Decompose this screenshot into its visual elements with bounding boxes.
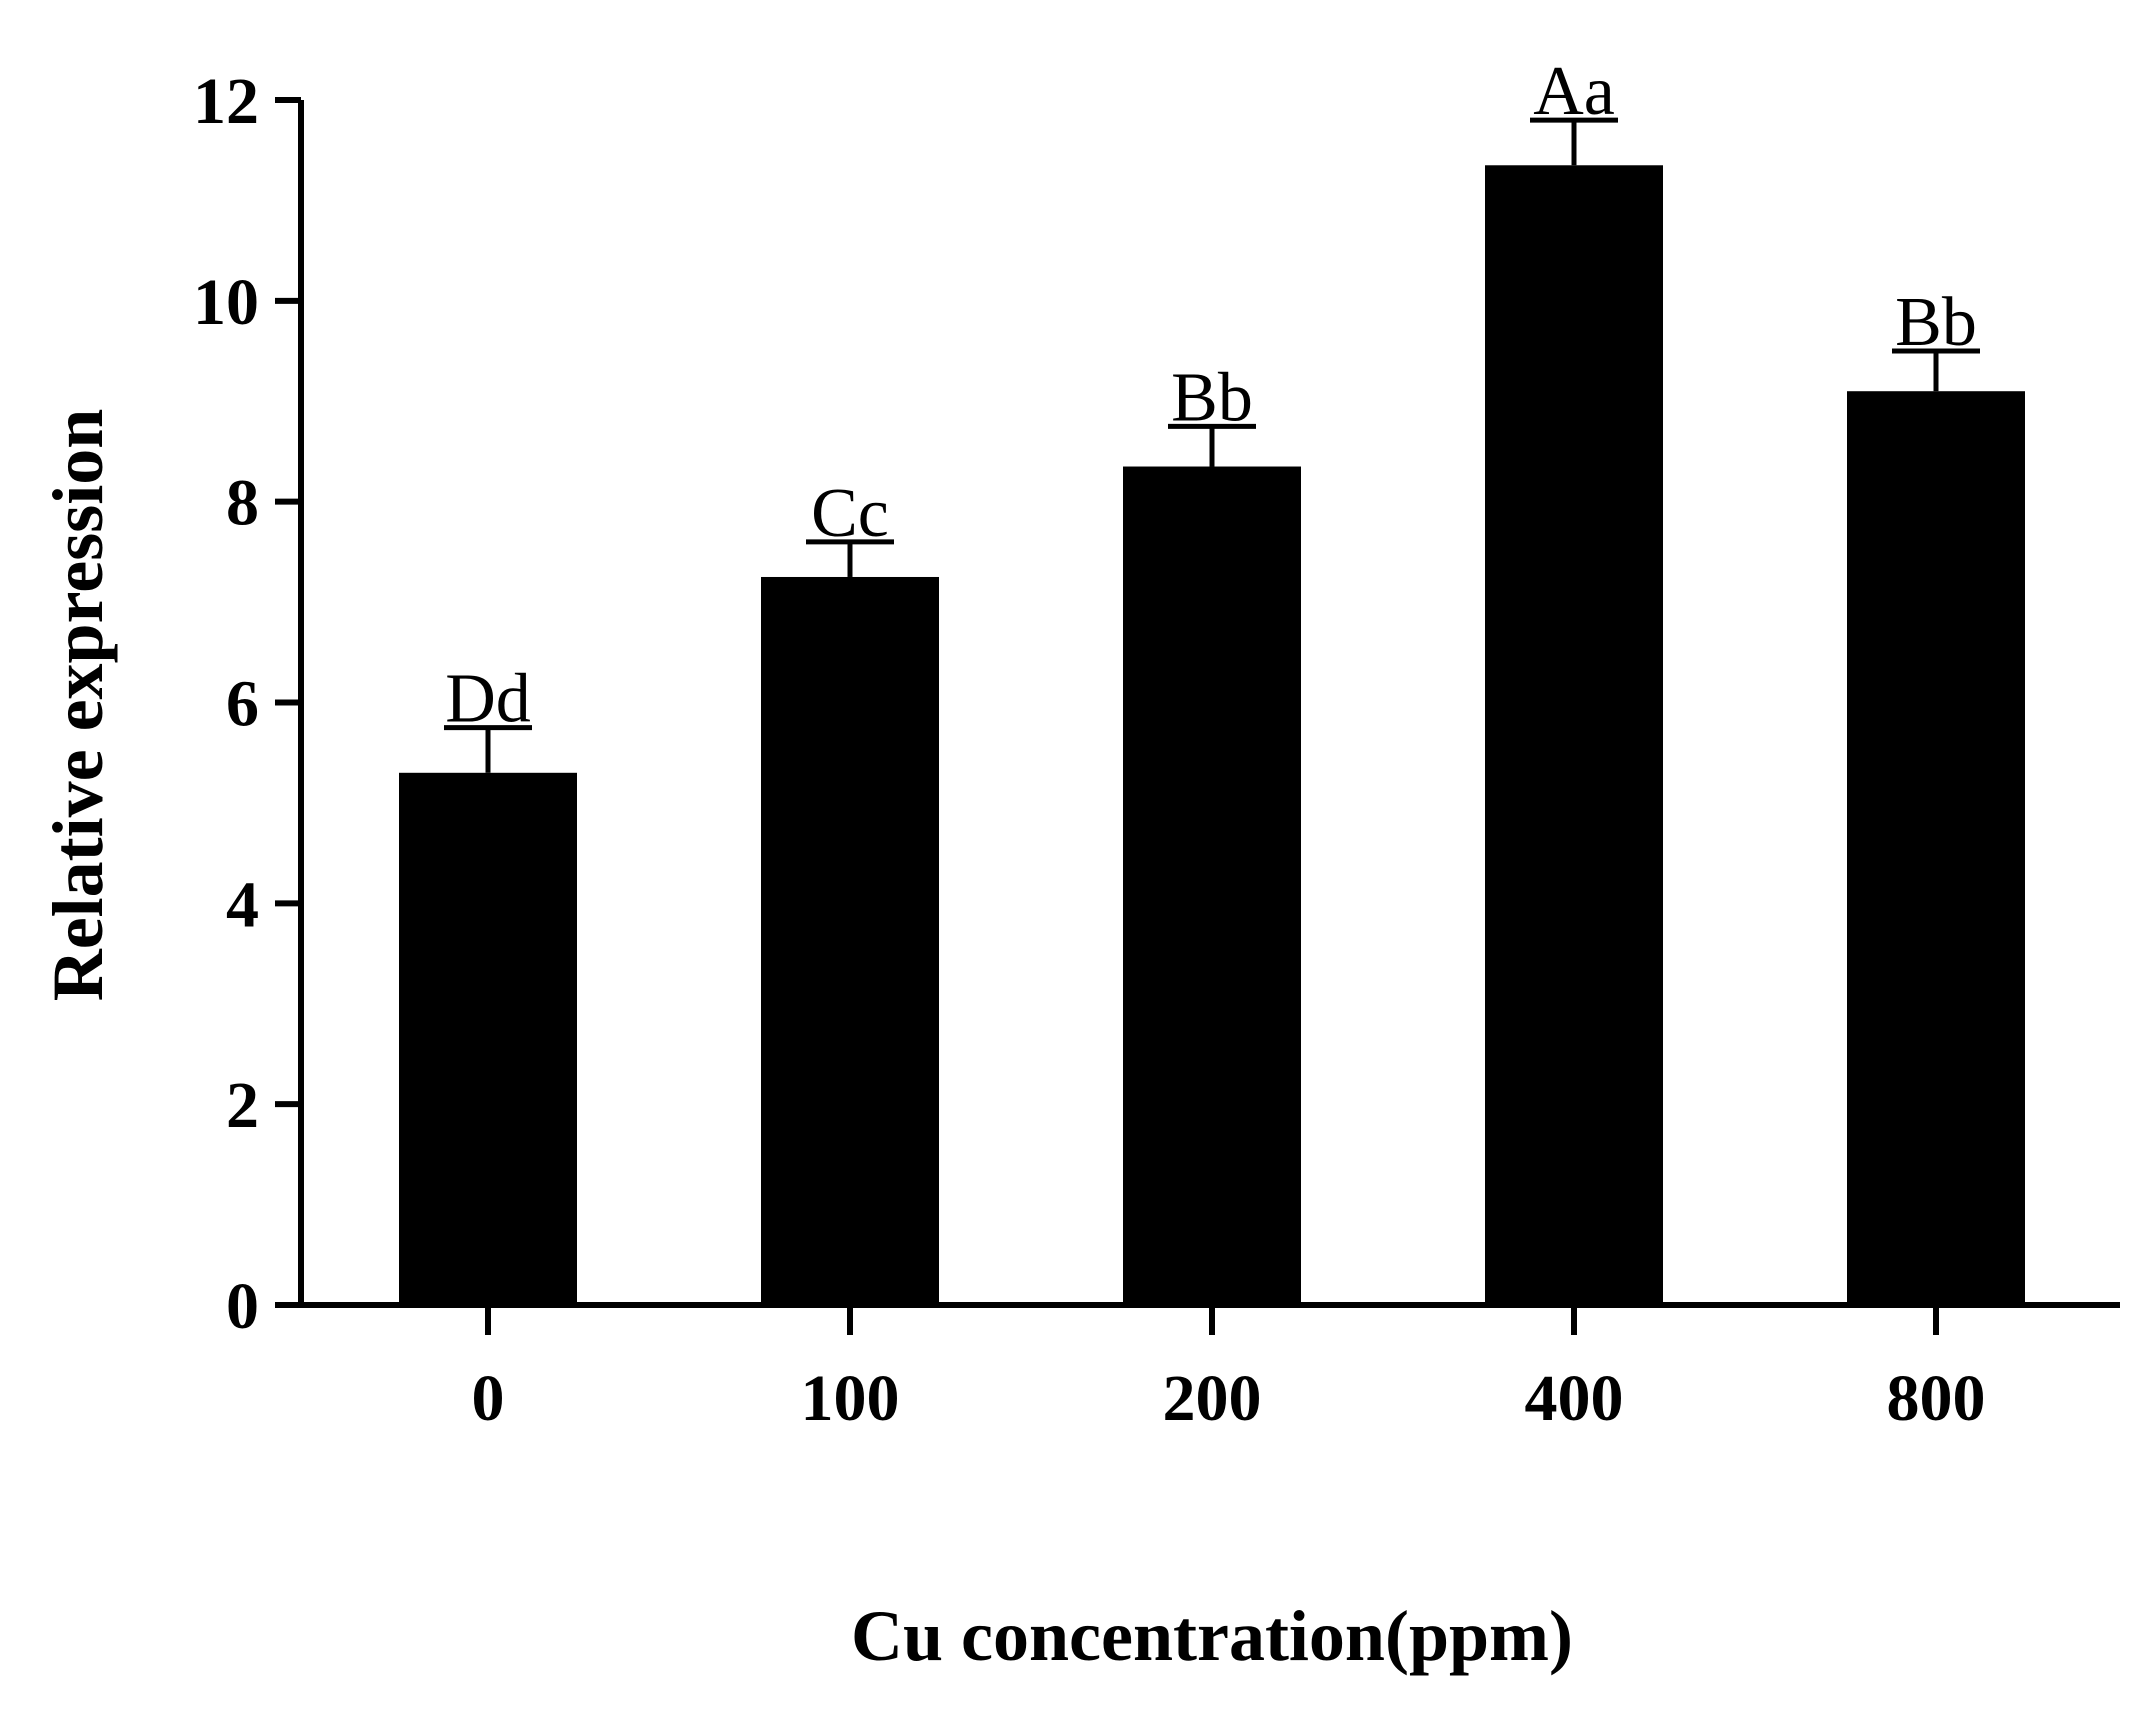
y-tick-label: 2 [226,1069,259,1142]
y-tick-label: 8 [226,467,259,540]
x-tick-label: 100 [801,1362,900,1435]
y-tick-label: 0 [226,1270,259,1343]
significance-label: Cc [811,475,889,552]
bar [1123,466,1301,1305]
y-tick-label: 6 [226,668,259,741]
bar [1847,391,2025,1305]
y-axis-ticks: 0 2 4 6 8 10 12 [193,65,301,1343]
bar [1485,165,1663,1305]
significance-label: Aa [1533,53,1615,130]
y-axis-title: Relative expression [38,409,118,1002]
y-tick-label: 12 [193,65,259,138]
x-tick-label: 200 [1163,1362,1262,1435]
bar [399,772,577,1305]
y-tick-label: 4 [226,868,259,941]
x-axis-ticks: 0 100 200 400 800 [472,1305,1986,1435]
significance-label: Bb [1171,359,1253,436]
x-tick-label: 0 [472,1362,505,1435]
x-tick-label: 400 [1525,1362,1624,1435]
significance-label: Bb [1895,284,1977,361]
y-tick-label: 10 [193,266,259,339]
significance-label: Dd [445,661,531,738]
x-axis-title: Cu concentration(ppm) [851,1596,1573,1676]
x-tick-label: 800 [1887,1362,1986,1435]
bars [399,165,2025,1305]
error-bars [444,117,1980,773]
significance-labels: Dd Cc Bb Aa Bb [445,53,1977,738]
bar [761,576,939,1305]
